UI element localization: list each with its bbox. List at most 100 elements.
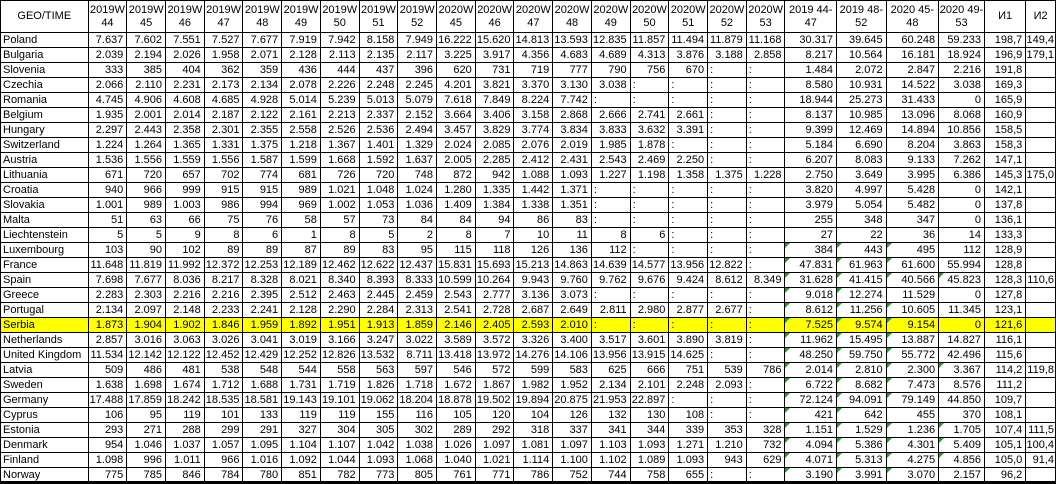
cell-2020W48[interactable]: 752 xyxy=(552,467,592,484)
cell-I2[interactable] xyxy=(1025,392,1056,408)
row-label[interactable]: Hungary xyxy=(0,122,89,138)
cell-2020W47[interactable]: 2.076 xyxy=(513,137,554,153)
cell-2019W49[interactable]: 119 xyxy=(281,407,321,423)
cell-2020W46[interactable]: 572 xyxy=(474,362,515,378)
cell-2019W44[interactable]: 1.001 xyxy=(87,197,128,213)
cell-2020W50[interactable]: 1.198 xyxy=(629,167,670,183)
cell-I2[interactable] xyxy=(1025,107,1056,123)
cell-2020W53[interactable]: 8.349 xyxy=(745,272,786,288)
cell-2020W53[interactable]: : xyxy=(745,302,786,318)
cell-2019W50[interactable]: 1.021 xyxy=(319,182,360,198)
cell-2020W53[interactable]: : xyxy=(745,227,786,243)
cell-2019W50[interactable]: 19.101 xyxy=(319,392,360,408)
cell-I2[interactable]: 179,1 xyxy=(1025,47,1056,63)
cell-2019W51[interactable]: 83 xyxy=(358,242,399,258)
cell-I2[interactable] xyxy=(1025,212,1056,228)
cell-2020W47[interactable]: 1.338 xyxy=(513,197,554,213)
cell-2019W52[interactable]: 2 xyxy=(397,227,438,243)
cell-2020W47[interactable]: 14.813 xyxy=(513,32,554,48)
cell-2019W51[interactable]: 2.536 xyxy=(358,122,399,138)
cell-2019W49[interactable]: 2.558 xyxy=(281,122,321,138)
cell-2019_48_52[interactable]: 5.386 xyxy=(835,437,887,453)
cell-2019_48_52[interactable]: 22 xyxy=(835,227,887,243)
cell-2020_45_48[interactable]: 79.149 xyxy=(885,392,940,408)
cell-2020W47[interactable]: 9.943 xyxy=(513,272,554,288)
cell-2019W48[interactable]: 915 xyxy=(242,182,283,198)
cell-I2[interactable]: 100,4 xyxy=(1025,437,1056,453)
cell-I1[interactable]: 128,9 xyxy=(983,242,1027,258)
cell-2020W51[interactable]: : xyxy=(668,287,709,303)
cell-2020W47[interactable]: 1.442 xyxy=(513,182,554,198)
cell-2020W50[interactable]: : xyxy=(629,197,670,213)
cell-2019W51[interactable]: 1.401 xyxy=(358,137,399,153)
cell-2019W52[interactable]: 2.117 xyxy=(397,47,438,63)
column-header-2019W48[interactable]: 2019W 48 xyxy=(242,0,283,33)
cell-2020W48[interactable]: 7.742 xyxy=(552,92,592,108)
cell-2019W48[interactable]: 6 xyxy=(242,227,283,243)
cell-2020W46[interactable]: 771 xyxy=(474,467,515,484)
column-header-2019W49[interactable]: 2019W 49 xyxy=(281,0,321,33)
cell-2020W52[interactable]: 353 xyxy=(707,422,747,438)
cell-I1[interactable]: 136,1 xyxy=(983,212,1027,228)
cell-2020W51[interactable]: 3.876 xyxy=(668,47,709,63)
cell-2020W47[interactable]: 3.158 xyxy=(513,107,554,123)
cell-2020W51[interactable]: 9.424 xyxy=(668,272,709,288)
cell-2019W45[interactable]: 1.904 xyxy=(126,317,167,333)
cell-2020W46[interactable]: 118 xyxy=(474,242,515,258)
cell-2019W46[interactable]: 119 xyxy=(165,407,205,423)
cell-2019W44[interactable]: 1.873 xyxy=(87,317,128,333)
cell-2019W50[interactable]: 119 xyxy=(319,407,360,423)
cell-2020_49_53[interactable]: 0 xyxy=(938,212,985,228)
cell-2020W48[interactable]: 4.683 xyxy=(552,47,592,63)
cell-2020W51[interactable]: 2.661 xyxy=(668,107,709,123)
cell-2020W49[interactable]: 4.689 xyxy=(590,47,631,63)
cell-2020W53[interactable]: : xyxy=(745,182,786,198)
cell-2019W51[interactable]: 1.053 xyxy=(358,197,399,213)
cell-2020W51[interactable]: : xyxy=(668,317,709,333)
cell-I2[interactable] xyxy=(1025,377,1056,393)
cell-2020W52[interactable]: 1.210 xyxy=(707,437,747,453)
cell-2020W48[interactable]: 3.073 xyxy=(552,287,592,303)
cell-2019W49[interactable]: 436 xyxy=(281,62,321,78)
cell-2019W47[interactable]: 538 xyxy=(203,362,244,378)
cell-2020_49_53[interactable]: 4.856 xyxy=(938,452,985,468)
cell-2019W51[interactable]: 73 xyxy=(358,212,399,228)
cell-2020W45[interactable]: 84 xyxy=(436,212,476,228)
cell-2019W44[interactable]: 51 xyxy=(87,212,128,228)
column-header-2020W49[interactable]: 2020W 49 xyxy=(590,0,631,33)
cell-2019_48_52[interactable]: 12.469 xyxy=(835,122,887,138)
cell-2020W48[interactable]: 3.834 xyxy=(552,122,592,138)
cell-2020W48[interactable]: 1.097 xyxy=(552,437,592,453)
cell-I2[interactable] xyxy=(1025,227,1056,243)
cell-I2[interactable] xyxy=(1025,92,1056,108)
cell-2019W44[interactable]: 293 xyxy=(87,422,128,438)
cell-2019_44_47[interactable]: 421 xyxy=(784,407,837,423)
cell-2020W45[interactable]: 8 xyxy=(436,227,476,243)
row-label[interactable]: Serbia xyxy=(0,317,89,333)
column-header-2019W52[interactable]: 2019W 52 xyxy=(397,0,438,33)
cell-2020W49[interactable]: 9.762 xyxy=(590,272,631,288)
cell-2019W46[interactable]: 1.037 xyxy=(165,437,205,453)
cell-2019W51[interactable]: 8.158 xyxy=(358,32,399,48)
cell-2020W53[interactable]: : xyxy=(745,197,786,213)
cell-2020W46[interactable]: 13.972 xyxy=(474,347,515,363)
cell-2019W48[interactable]: 548 xyxy=(242,362,283,378)
cell-2019W49[interactable]: 7.919 xyxy=(281,32,321,48)
cell-2020W46[interactable]: 3.572 xyxy=(474,332,515,348)
cell-2020W46[interactable]: 3.917 xyxy=(474,47,515,63)
cell-2020W47[interactable]: 3.370 xyxy=(513,77,554,93)
row-label[interactable]: Slovenia xyxy=(0,62,89,78)
cell-2020W47[interactable]: 318 xyxy=(513,422,554,438)
cell-2019W52[interactable]: 396 xyxy=(397,62,438,78)
cell-2019W48[interactable]: 76 xyxy=(242,212,283,228)
cell-2020W53[interactable]: : xyxy=(745,152,786,168)
cell-I1[interactable]: 108,1 xyxy=(983,407,1027,423)
cell-2019_48_52[interactable]: 5.313 xyxy=(835,452,887,468)
row-label[interactable]: Estonia xyxy=(0,422,89,438)
cell-2019W44[interactable]: 333 xyxy=(87,62,128,78)
cell-2019W48[interactable]: 8.328 xyxy=(242,272,283,288)
cell-2019W49[interactable]: 58 xyxy=(281,212,321,228)
cell-2019W45[interactable]: 4.906 xyxy=(126,92,167,108)
cell-I1[interactable]: 137,8 xyxy=(983,197,1027,213)
cell-2020W51[interactable]: : xyxy=(668,182,709,198)
